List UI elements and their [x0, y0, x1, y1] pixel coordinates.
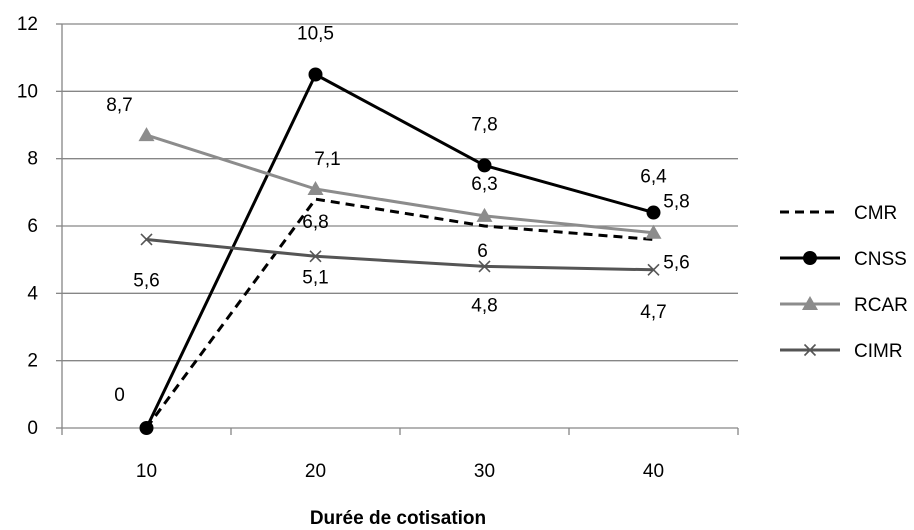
legend-marker-cimr	[803, 343, 817, 357]
data-label-rcar-20: 7,1	[314, 149, 340, 170]
data-label-cimr-30: 4,8	[471, 295, 497, 316]
point-cimr-40-b	[647, 263, 660, 276]
data-label-rcar-30: 6,3	[471, 174, 497, 195]
data-label-cmr-30: 6	[477, 241, 488, 262]
point-cnss-40	[646, 205, 661, 220]
x-tick-label-20: 20	[305, 461, 326, 482]
series-group	[138, 67, 662, 435]
legend-marker-rcar	[802, 296, 818, 310]
legend-label-rcar: RCAR	[854, 295, 908, 316]
y-tick-label-10: 10	[17, 81, 38, 102]
point-rcar-10	[138, 127, 155, 142]
y-tick-label-2: 2	[27, 351, 38, 372]
x-tick-label-10: 10	[136, 461, 157, 482]
legend-label-cnss: CNSS	[854, 249, 907, 270]
grid-lines	[62, 23, 738, 362]
y-tick-label-12: 12	[17, 14, 38, 35]
data-label-cimr-10: 5,6	[133, 270, 159, 291]
x-axis-title: Durée de cotisation	[310, 508, 486, 529]
data-label-cimr-20: 5,1	[302, 267, 328, 288]
point-cnss-10	[139, 421, 154, 435]
data-label-cnss-20: 10,5	[297, 24, 334, 45]
x-tick-labels: 10 20 30 40	[136, 461, 664, 482]
point-cimr-30	[478, 260, 491, 273]
data-label-rcar-40: 5,8	[663, 192, 689, 213]
point-cimr-30-b	[478, 260, 491, 273]
point-cimr-20-b	[309, 250, 322, 263]
y-tick-label-0: 0	[27, 418, 38, 439]
data-label-rcar-10: 8,7	[106, 95, 132, 116]
y-tick-label-4: 4	[27, 283, 38, 304]
series-line-cmr	[145, 197, 654, 429]
legend-item-cimr: CIMR	[780, 341, 903, 362]
data-label-cmr-40: 5,6	[663, 252, 689, 273]
series-line-cimr	[146, 238, 654, 272]
legend-item-cnss: CNSS	[780, 249, 907, 270]
y-tick-label-6: 6	[27, 216, 38, 237]
legend-label-cmr: CMR	[854, 203, 897, 224]
legend-marker-cimr-b	[803, 343, 817, 357]
point-rcar-20	[307, 180, 324, 195]
legend-marker-cnss	[803, 251, 817, 265]
point-rcar-30	[476, 207, 493, 222]
data-label-cnss-40: 6,4	[640, 167, 667, 188]
legend: CMR CNSS RCAR CIMR	[780, 203, 908, 362]
y-tick-labels: 0 2 4 6 8 10 12	[17, 14, 39, 439]
series-line-cnss	[145, 73, 654, 429]
series-line-rcar	[146, 133, 654, 235]
legend-item-cmr: CMR	[780, 203, 897, 224]
data-labels: 6,8 6 5,6 0 10,5 7,8 6,4 8,7 7,1 6,3 5,8 5,6 5,1 4,8 4…	[106, 24, 689, 407]
data-label-cnss-10: 0	[114, 385, 125, 406]
data-label-cmr-20: 6,8	[302, 212, 328, 233]
x-tick-label-30: 30	[474, 461, 495, 482]
legend-label-cimr: CIMR	[854, 341, 903, 362]
point-cimr-20	[309, 250, 322, 263]
point-cnss-30	[477, 158, 492, 173]
point-cimr-10	[140, 233, 153, 246]
data-label-cnss-30: 7,8	[471, 114, 497, 135]
data-label-cimr-40: 4,7	[640, 302, 666, 323]
y-tick-label-8: 8	[27, 149, 38, 170]
legend-item-rcar: RCAR	[780, 295, 908, 316]
x-tick-label-40: 40	[643, 461, 664, 482]
point-cnss-20	[308, 67, 323, 82]
point-rcar-40	[645, 224, 662, 239]
point-cimr-10-b	[140, 233, 153, 246]
point-cimr-40	[647, 263, 660, 276]
axes	[56, 23, 739, 435]
